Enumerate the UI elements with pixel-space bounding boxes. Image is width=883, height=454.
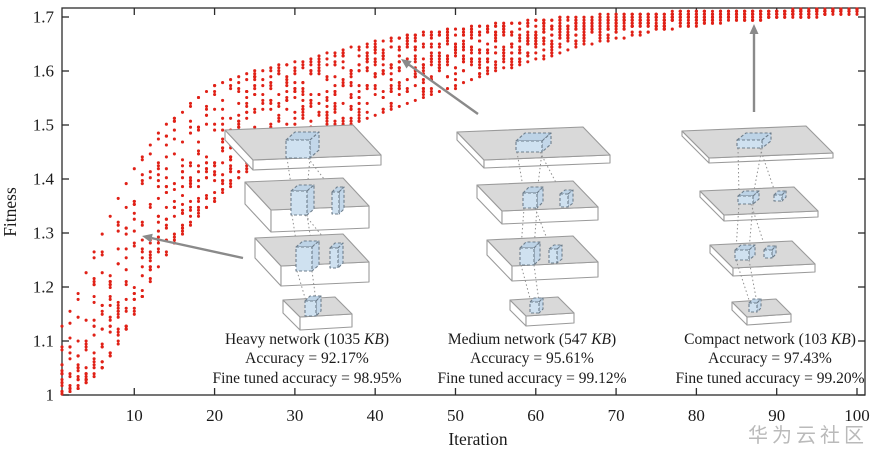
network-fine-tuned-accuracy: Fine tuned accuracy = 99.12% [437,370,626,387]
y-tick-label: 1.1 [33,332,54,351]
x-tick-label: 50 [447,406,464,425]
network-diagram-medium [456,126,611,327]
annotation-arrows [142,24,759,260]
network-title: Medium network (547 KB) [448,331,616,348]
network-accuracy: Accuracy = 95.61% [470,350,594,367]
y-tick-label: 1.7 [33,8,55,27]
network-fine-tuned-accuracy: Fine tuned accuracy = 98.95% [212,370,401,387]
network-annotation-heavy: Heavy network (1035 KB) Accuracy = 92.17… [212,331,401,387]
network-annotation-medium: Medium network (547 KB) Accuracy = 95.61… [437,331,626,387]
x-tick-label: 20 [206,406,223,425]
y-tick-label: 1.6 [33,62,54,81]
x-axis-label: Iteration [448,429,508,449]
x-tick-label: 40 [367,406,384,425]
watermark: 华为云社区 [748,423,868,447]
y-tick-label: 1.3 [33,224,54,243]
network-diagram-heavy [224,124,382,331]
x-tick-label: 30 [286,406,303,425]
network-accuracy: Accuracy = 97.43% [708,350,832,367]
network-annotation-compact: Compact network (103 KB) Accuracy = 97.4… [675,331,864,387]
scatter-points [60,7,859,396]
y-tick-label: 1.2 [33,278,54,297]
y-tick-label: 1 [46,386,55,405]
network-diagrams [224,124,834,331]
network-fine-tuned-accuracy: Fine tuned accuracy = 99.20% [675,370,864,387]
x-tick-label: 60 [527,406,544,425]
network-accuracy: Accuracy = 92.17% [245,350,369,367]
plot-frame: 10 20 30 40 50 60 70 80 90 100 1 1.1 1.2 1.3 1.4 1.5 1.6… [33,7,870,425]
y-axis-label: Fitness [0,187,20,237]
y-tick-label: 1.4 [33,170,55,189]
x-tick-label: 80 [688,406,705,425]
x-tick-label: 90 [768,406,785,425]
x-tick-label: 100 [844,406,870,425]
network-title: Heavy network (1035 KB) [225,331,389,348]
x-tick-label: 10 [126,406,143,425]
network-diagram-compact [681,125,834,326]
network-title: Compact network (103 KB) [684,331,856,348]
y-tick-label: 1.5 [33,116,54,135]
x-tick-label: 70 [608,406,625,425]
